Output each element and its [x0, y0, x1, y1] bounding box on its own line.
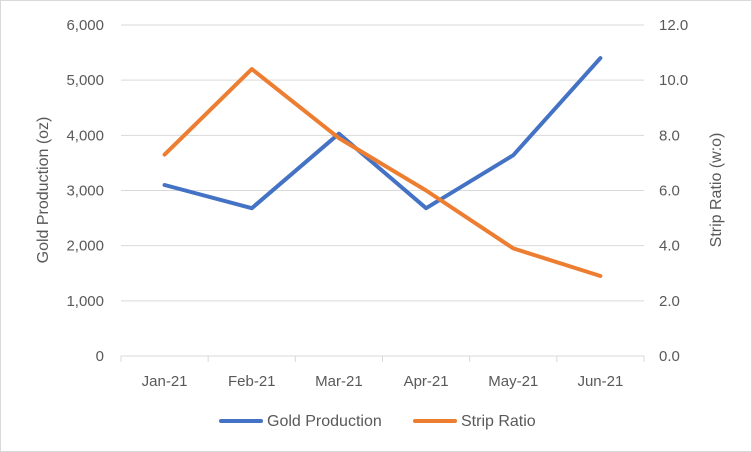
y-tick-label-left: 6,000 [66, 17, 104, 34]
series-line-gold-production [162, 56, 603, 211]
legend-label: Strip Ratio [461, 413, 536, 430]
legend: Gold Production Strip Ratio [219, 413, 536, 430]
y-tick-label-left: 4,000 [66, 127, 104, 144]
x-tick-label: May-21 [488, 373, 538, 390]
y-tick-label-right: 6.0 [659, 183, 680, 200]
y-tick-label-right: 10.0 [659, 72, 688, 89]
y-tick-label-right: 2.0 [659, 293, 680, 310]
y-axis-left: 0 1,000 2,000 3,000 4,000 5,000 6,000 [66, 17, 104, 365]
y-tick-label-right: 8.0 [659, 127, 680, 144]
x-tick-label: Mar-21 [315, 373, 363, 390]
y-tick-label-left: 0 [96, 348, 104, 365]
y-axis-title-right: Strip Ratio (w:o) [708, 133, 725, 248]
x-tick-label: Jun-21 [577, 373, 623, 390]
y-tick-label-left: 5,000 [66, 72, 104, 89]
y-tick-label-right: 4.0 [659, 238, 680, 255]
series-lines [162, 56, 603, 278]
y-tick-label-left: 1,000 [66, 293, 104, 310]
y-axis-title-left: Gold Production (oz) [35, 117, 52, 264]
series-line-strip-ratio [162, 67, 603, 278]
x-tick-label: Jan-21 [142, 373, 188, 390]
y-axis-right: 0.0 2.0 4.0 6.0 8.0 10.0 12.0 [659, 17, 688, 365]
y-tick-label-right: 12.0 [659, 17, 688, 34]
x-axis: Jan-21 Feb-21 Mar-21 Apr-21 May-21 Jun-21 [120, 356, 645, 390]
y-tick-label-left: 2,000 [66, 238, 104, 255]
y-tick-label-right: 0.0 [659, 348, 680, 365]
x-tick-label: Feb-21 [228, 373, 276, 390]
y-tick-label-left: 3,000 [66, 183, 104, 200]
gridlines [121, 24, 644, 357]
legend-label: Gold Production [267, 413, 382, 430]
x-tick-label: Apr-21 [404, 373, 449, 390]
